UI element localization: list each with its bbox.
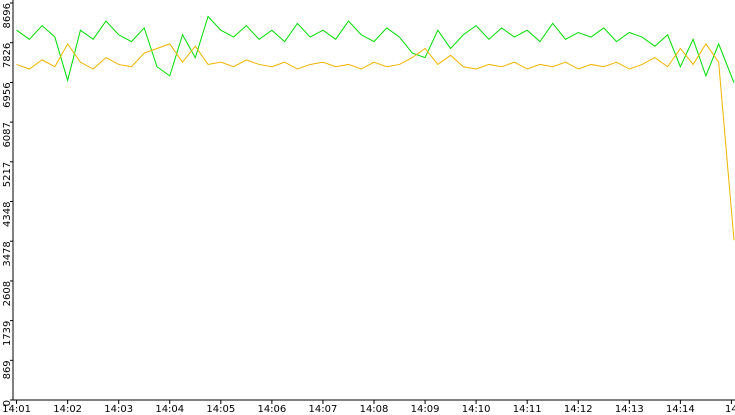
y-tick-label: 8696 <box>2 3 13 28</box>
y-tick-label: 0 <box>2 400 13 406</box>
x-tick-label: 14 <box>725 404 735 415</box>
x-tick-label: 14:11 <box>513 404 542 415</box>
y-tick-label: 2608 <box>2 281 13 306</box>
y-tick-label: 4348 <box>2 202 13 227</box>
y-tick-label: 7826 <box>2 43 13 68</box>
y-tick-label: 869 <box>2 360 13 379</box>
series-line <box>16 15 735 83</box>
y-tick-label: 1739 <box>2 321 13 346</box>
y-tick-label: 6956 <box>2 82 13 107</box>
x-tick-label: 14:07 <box>309 404 338 415</box>
x-tick-label: 14:06 <box>257 404 286 415</box>
x-tick-label: 14:04 <box>155 404 184 415</box>
x-tick-label: 14:10 <box>462 404 491 415</box>
y-tick-label: 6087 <box>2 122 13 147</box>
series-line <box>16 42 735 241</box>
x-tick-label: 14:14 <box>666 404 695 415</box>
x-tick-label: 14:09 <box>411 404 440 415</box>
x-tick-label: 14:03 <box>104 404 133 415</box>
x-tick-label: 14:12 <box>564 404 593 415</box>
x-tick-label: 14:13 <box>615 404 644 415</box>
y-tick-label: 5217 <box>2 162 13 187</box>
x-tick-label: 14:08 <box>360 404 389 415</box>
x-tick-label: 14:05 <box>206 404 235 415</box>
x-tick-label: 14:02 <box>53 404 82 415</box>
x-tick-label: 14:01 <box>2 404 31 415</box>
y-tick-label: 3478 <box>2 241 13 266</box>
